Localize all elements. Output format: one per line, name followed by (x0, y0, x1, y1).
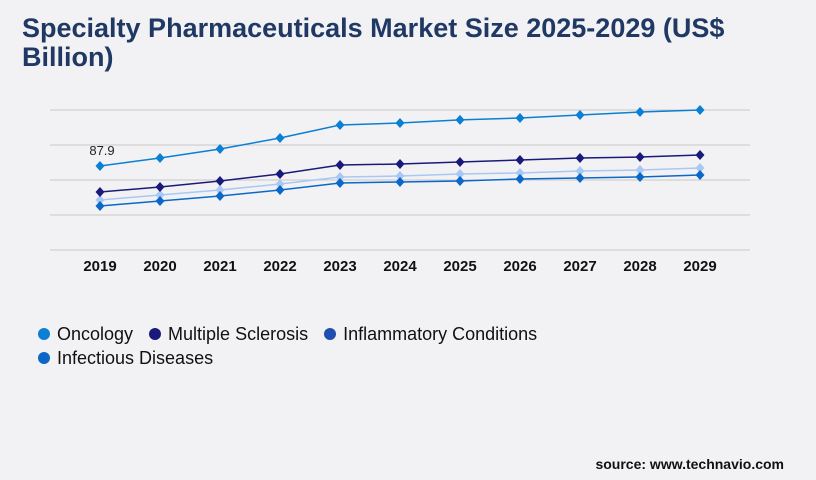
x-tick-label: 2021 (203, 258, 236, 275)
data-point (215, 143, 225, 154)
legend-marker-icon (38, 328, 50, 340)
data-point (95, 201, 105, 212)
legend-item[interactable]: Infectious Diseases (38, 346, 213, 370)
data-point (575, 109, 585, 120)
data-point (635, 107, 645, 118)
data-point (95, 186, 105, 197)
data-point (455, 176, 465, 187)
x-tick-label: 2029 (683, 258, 716, 275)
x-tick-label: 2028 (623, 258, 656, 275)
data-point (635, 171, 645, 182)
data-point (335, 171, 345, 182)
data-point (455, 156, 465, 167)
data-point (395, 117, 405, 128)
data-point (275, 178, 285, 189)
data-point (155, 182, 165, 193)
legend: Oncology Multiple Sclerosis Inflammatory C… (38, 322, 638, 370)
data-point (155, 189, 165, 200)
legend-item[interactable]: Multiple Sclerosis (149, 322, 308, 346)
data-point (635, 165, 645, 176)
data-point (395, 171, 405, 182)
legend-label: Infectious Diseases (57, 347, 214, 368)
data-point (275, 184, 285, 195)
data-point (215, 191, 225, 202)
legend-label: Multiple Sclerosis (168, 323, 309, 344)
data-point (95, 160, 105, 171)
data-label: 87.9 (89, 143, 114, 158)
legend-marker-icon (324, 328, 337, 340)
legend-item[interactable]: Inflammatory Conditions (324, 322, 537, 346)
x-tick-label: 2024 (383, 258, 417, 275)
legend-marker-icon (38, 352, 50, 364)
data-point (275, 132, 285, 143)
x-tick-label: 2022 (263, 258, 296, 275)
legend-item[interactable]: Oncology (38, 322, 133, 346)
data-point (695, 104, 705, 115)
data-point (155, 152, 165, 163)
x-tick-label: 2019 (83, 258, 116, 275)
data-point (575, 152, 585, 163)
line-chart: 2019 2020 2021 2022 2023 2024 2025 2026 2027 2028… (50, 104, 750, 275)
x-tick-label: 2020 (143, 258, 176, 275)
data-point (395, 158, 405, 169)
data-point (335, 178, 345, 189)
data-point (575, 165, 585, 176)
data-point (575, 173, 585, 184)
data-point (395, 176, 405, 187)
data-point (515, 167, 525, 178)
data-point (695, 163, 705, 174)
data-point (335, 160, 345, 171)
data-point (215, 184, 225, 195)
data-point (455, 114, 465, 125)
legend-marker-icon (149, 328, 162, 340)
data-point (515, 113, 525, 124)
data-point (215, 176, 225, 187)
legend-label: Oncology (57, 323, 134, 344)
x-tick-label: 2026 (503, 258, 536, 275)
chart-title: Specialty Pharmaceuticals Market Size 20… (22, 13, 725, 72)
data-point (695, 150, 705, 161)
data-point (95, 195, 105, 206)
source-text: source: www.technavio.com (595, 456, 784, 472)
x-tick-label: 2023 (323, 258, 356, 275)
data-point (515, 173, 525, 184)
data-point (155, 195, 165, 206)
data-point (335, 120, 345, 130)
x-tick-label: 2025 (443, 258, 476, 275)
data-point (515, 154, 525, 165)
data-point (635, 152, 645, 163)
data-point (695, 169, 705, 180)
data-point (275, 169, 285, 180)
x-tick-label: 2027 (563, 258, 596, 275)
legend-label: Inflammatory Conditions (343, 323, 538, 344)
data-point (455, 169, 465, 180)
